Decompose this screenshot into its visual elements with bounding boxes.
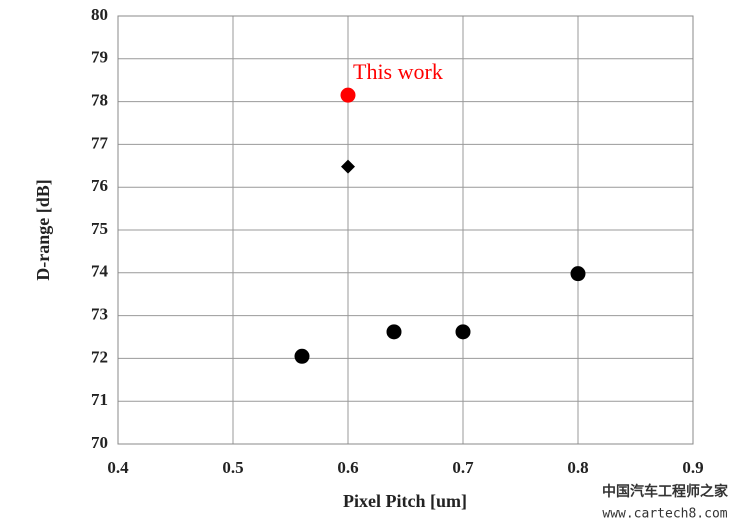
x-tick-label: 0.5 [222,458,243,477]
point [340,87,356,103]
y-axis-label: D-range [dB] [33,179,53,281]
x-tick-label: 0.6 [337,458,358,477]
point [570,266,586,282]
x-axis-label: Pixel Pitch [um] [343,491,467,511]
y-tick-label: 79 [91,48,108,67]
watermark-title: 中国汽车工程师之家 [602,483,729,500]
point [386,324,402,340]
plot-frame [117,15,694,445]
y-tick-label: 73 [91,305,108,324]
y-tick-label: 74 [91,262,109,281]
watermark-url: www.cartech8.com [602,507,727,522]
x-tick-label: 0.4 [107,458,129,477]
y-tick-label: 80 [91,5,108,24]
y-tick-label: 76 [91,176,108,195]
y-tick-label: 70 [91,433,108,452]
x-tick-label: 0.7 [452,458,474,477]
annotation: This work [353,59,443,84]
point [455,324,471,340]
y-tick-label: 72 [91,347,108,366]
x-tick-label: 0.9 [682,458,703,477]
y-tick-label: 78 [91,91,108,110]
point [294,348,310,364]
y-tick-label: 71 [91,390,108,409]
y-tick-label: 77 [91,133,109,152]
point [341,159,355,174]
x-tick-label: 0.8 [567,458,588,477]
y-tick-label: 75 [91,219,108,238]
